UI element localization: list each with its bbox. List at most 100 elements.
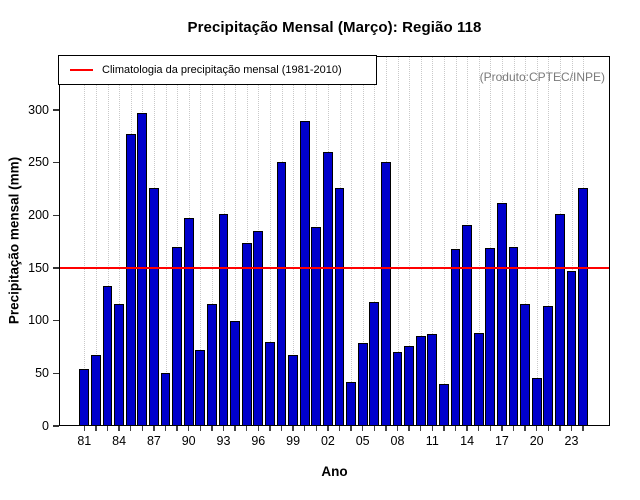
bar-94	[230, 321, 240, 426]
x-tick-label: 96	[251, 434, 266, 448]
bar-92	[207, 304, 217, 426]
x-axis-tick	[211, 426, 213, 431]
gridline	[293, 56, 295, 426]
y-axis-tick	[53, 319, 59, 322]
bar-81	[79, 369, 90, 426]
bar-91	[195, 350, 206, 426]
bar-23	[566, 271, 577, 426]
gridline	[351, 56, 353, 426]
x-axis-tick	[535, 426, 538, 431]
bar-86	[137, 113, 148, 426]
bar-82	[91, 355, 101, 426]
x-axis-tick	[164, 426, 167, 431]
x-tick-label: 20	[529, 434, 544, 448]
x-axis-tick	[501, 426, 503, 431]
y-axis-tick	[53, 214, 59, 217]
x-axis-tick	[106, 426, 109, 431]
x-tick-label: 14	[460, 434, 475, 448]
legend-label: Climatologia da precipitação mensal (198…	[102, 64, 342, 76]
bar-93	[218, 214, 229, 426]
y-tick-label: 200	[28, 207, 49, 222]
x-axis-tick	[129, 426, 132, 431]
bar-84	[114, 304, 124, 426]
bar-01	[311, 227, 322, 426]
x-tick-label: 08	[390, 434, 405, 448]
gridline	[432, 56, 434, 426]
y-axis-tick	[53, 109, 59, 111]
x-axis-tick	[408, 426, 410, 431]
x-axis-tick	[327, 426, 329, 431]
y-axis-tick	[53, 161, 59, 164]
bar-17	[497, 203, 507, 426]
bar-13	[450, 249, 461, 426]
gridline	[362, 56, 364, 426]
x-tick-label: 81	[77, 434, 92, 448]
gridline	[177, 56, 179, 426]
x-axis-tick	[315, 426, 318, 431]
x-tick-label: 17	[494, 434, 509, 448]
gridline	[211, 56, 213, 426]
x-axis-tick	[118, 426, 120, 431]
bar-95	[241, 243, 252, 426]
bar-07	[381, 162, 391, 426]
gridline	[443, 56, 445, 426]
x-axis-tick	[431, 426, 434, 431]
gridline	[420, 56, 422, 426]
bar-06	[369, 302, 380, 426]
x-axis-tick	[350, 426, 352, 431]
y-axis-tick	[53, 267, 59, 269]
bar-99	[288, 355, 298, 426]
x-axis-tick	[361, 426, 364, 431]
bar-97	[265, 342, 275, 426]
bar-11	[427, 334, 438, 426]
bar-05	[357, 343, 368, 426]
x-axis-tick	[176, 426, 178, 431]
y-tick-label: 0	[42, 418, 49, 433]
x-axis-tick	[280, 426, 283, 431]
y-tick-label: 150	[28, 260, 49, 275]
x-axis-tick	[443, 426, 445, 431]
x-axis-tick	[83, 426, 86, 431]
x-tick-label: 93	[216, 434, 231, 448]
bar-89	[172, 247, 182, 426]
x-axis-tick	[373, 426, 376, 431]
bar-21	[543, 306, 554, 426]
x-axis-tick	[245, 426, 248, 431]
gridline	[490, 56, 492, 426]
bar-85	[125, 134, 136, 426]
x-axis-tick	[303, 426, 306, 431]
bar-24	[578, 188, 588, 426]
bar-19	[520, 304, 530, 426]
bar-14	[462, 225, 472, 426]
x-axis-tick	[512, 426, 515, 431]
gridline	[246, 56, 248, 426]
bar-03	[334, 188, 345, 426]
bar-83	[102, 286, 113, 426]
x-axis-tick	[141, 426, 144, 431]
y-axis-tick	[53, 372, 59, 375]
x-tick-label: 99	[286, 434, 301, 448]
x-tick-label: 90	[181, 434, 196, 448]
y-tick-label: 100	[28, 313, 49, 328]
bar-18	[508, 247, 519, 426]
gridline	[107, 56, 109, 426]
gridline	[525, 56, 527, 426]
gridline	[548, 56, 550, 426]
x-axis-tick	[95, 426, 97, 431]
bar-87	[149, 188, 159, 426]
x-axis-tick	[489, 426, 492, 431]
bar-00	[299, 121, 310, 426]
x-tick-label: 23	[564, 434, 579, 448]
x-axis-tick	[292, 426, 294, 431]
bar-12	[439, 384, 449, 426]
bar-98	[276, 162, 287, 426]
x-tick-label: 84	[112, 434, 127, 448]
gridline	[200, 56, 202, 426]
bar-88	[160, 373, 171, 426]
y-tick-label: 50	[35, 365, 49, 380]
x-axis-tick	[338, 426, 341, 431]
x-axis-tick	[385, 426, 387, 431]
bar-10	[415, 336, 426, 426]
legend: Climatologia da precipitação mensal (198…	[58, 55, 377, 85]
